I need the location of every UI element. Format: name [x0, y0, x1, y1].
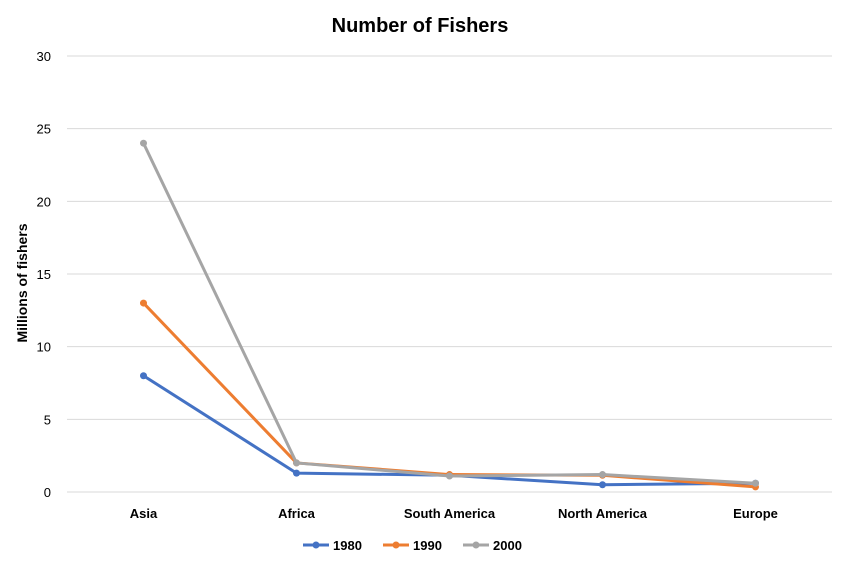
data-point: [446, 472, 453, 480]
legend-marker: [312, 541, 320, 549]
series-line-1990: [142, 301, 757, 489]
legend-item-1980: 1980: [303, 538, 362, 553]
x-tick-labels: Asia Africa South America North America Euro…: [130, 506, 778, 521]
legend-item-2000: 2000: [463, 538, 522, 553]
legend-marker: [472, 541, 480, 549]
legend-label: 2000: [493, 538, 522, 553]
x-tick-label: North America: [558, 506, 648, 521]
data-point: [293, 459, 300, 467]
series-1980: [140, 372, 759, 489]
x-tick-label: Asia: [130, 506, 158, 521]
data-point: [140, 139, 147, 147]
series-line-2000: [142, 141, 757, 485]
x-tick-label: Africa: [278, 506, 316, 521]
legend-label: 1980: [333, 538, 362, 553]
y-tick-label: 5: [44, 412, 51, 427]
y-tick-labels: 0 5 10 15 20 25 30: [37, 49, 51, 500]
legend-item-1990: 1990: [383, 538, 442, 553]
data-point: [599, 481, 606, 489]
y-tick-label: 20: [37, 194, 51, 209]
y-tick-label: 25: [37, 122, 51, 137]
series-lines: [140, 139, 759, 491]
y-tick-label: 10: [37, 340, 51, 355]
gridlines: [67, 55, 832, 493]
data-point: [752, 479, 759, 487]
legend: 1980 1990 2000: [303, 538, 522, 553]
y-tick-label: 0: [44, 485, 51, 500]
data-point: [140, 299, 147, 307]
series-line-1980: [142, 374, 757, 487]
data-point: [140, 372, 147, 380]
legend-marker: [392, 541, 400, 549]
y-tick-label: 30: [37, 49, 51, 64]
legend-label: 1990: [413, 538, 442, 553]
x-tick-label: Europe: [733, 506, 778, 521]
series-2000: [140, 139, 759, 487]
data-point: [293, 469, 300, 477]
y-tick-label: 15: [37, 267, 51, 282]
x-tick-label: South America: [404, 506, 496, 521]
data-point: [599, 471, 606, 479]
chart-title: Number of Fishers: [332, 15, 509, 37]
y-axis-label: Millions of fishers: [14, 223, 30, 342]
